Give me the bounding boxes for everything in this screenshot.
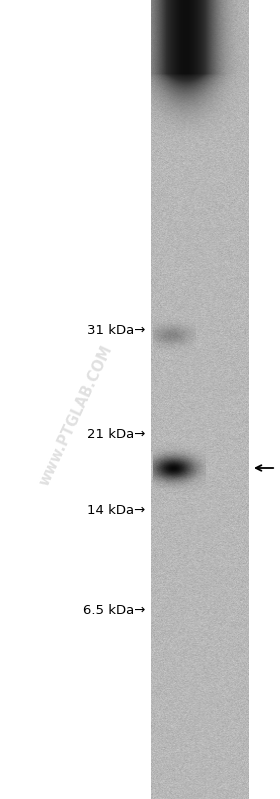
Bar: [0, 0, 151, 799]
Text: 14 kDa→: 14 kDa→: [87, 503, 146, 516]
Text: 21 kDa→: 21 kDa→: [87, 428, 146, 442]
Text: 31 kDa→: 31 kDa→: [87, 324, 146, 336]
Text: www.PTGLAB.COM: www.PTGLAB.COM: [36, 343, 115, 488]
Bar: [248, 0, 280, 799]
Text: 6.5 kDa→: 6.5 kDa→: [83, 603, 146, 617]
